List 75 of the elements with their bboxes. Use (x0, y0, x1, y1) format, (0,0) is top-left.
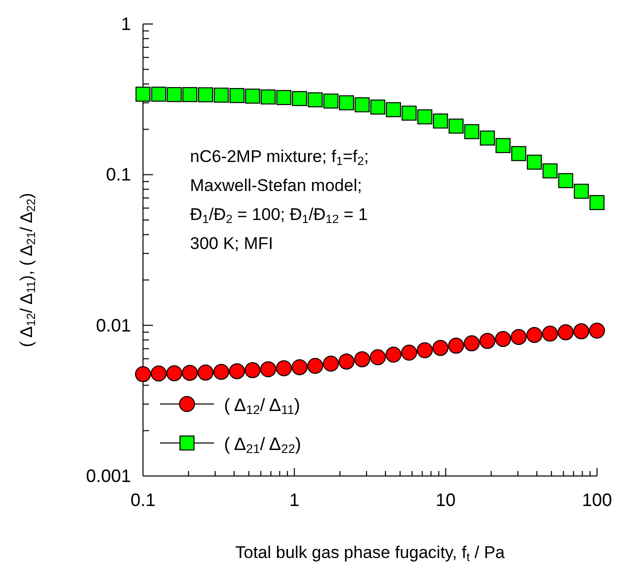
point (166, 87, 182, 102)
point (526, 154, 542, 170)
point (276, 90, 292, 106)
text: Đ$_{1}$/Đ$_{2}$ = 100; Đ$_{1}$/Đ$_{12}$ = 1 (190, 205, 368, 226)
point (432, 114, 448, 129)
point (574, 184, 589, 199)
point (308, 92, 323, 108)
point (417, 109, 432, 124)
point (151, 86, 166, 102)
point (323, 94, 338, 109)
point (244, 362, 261, 378)
point (496, 138, 511, 154)
point (511, 146, 526, 162)
point (150, 365, 167, 382)
point (260, 89, 276, 104)
point (354, 97, 370, 112)
point (510, 328, 527, 345)
point (589, 322, 605, 339)
point (479, 332, 496, 349)
annotation: 300 K; MFI (190, 234, 274, 253)
point (558, 173, 574, 188)
point (198, 364, 214, 381)
legend-label: ( Δ$_{21}$/ Δ$_{22}$) (224, 434, 302, 456)
point (402, 106, 417, 121)
y-tick-label: 0.01 (96, 315, 131, 336)
y-tick-label: 1 (120, 14, 131, 34)
point (526, 326, 542, 343)
point (386, 102, 401, 118)
point (260, 361, 276, 378)
annotation: nC6-2MP mixture; f$_{1}$=f$_{2}$; (190, 147, 369, 168)
x-tick-label: 0.1 (130, 490, 156, 510)
point (590, 195, 604, 210)
annotation: Maxwell-Stefan model; (190, 176, 362, 195)
point (558, 324, 574, 340)
point (354, 351, 370, 368)
point (432, 340, 448, 356)
point (166, 365, 182, 382)
point (198, 87, 214, 102)
point (416, 342, 433, 358)
point (480, 130, 495, 146)
point (542, 163, 558, 178)
point (135, 366, 151, 382)
point (464, 335, 480, 352)
point (230, 88, 245, 104)
point (338, 354, 355, 370)
point (573, 323, 590, 340)
point (448, 338, 464, 354)
point (182, 87, 198, 102)
point (214, 88, 229, 103)
x-tick-label: 1 (289, 490, 300, 510)
point (401, 344, 418, 361)
point (370, 349, 386, 366)
point (322, 356, 339, 372)
legend-label: ( Δ$_{12}$/ Δ$_{11}$) (224, 395, 300, 418)
point (448, 118, 464, 134)
x-axis-title: Total bulk gas phase fugacity, f$_{t}$ / Pa (235, 543, 506, 564)
point (464, 124, 480, 140)
y-tick-label: 0.001 (86, 466, 131, 486)
point (339, 95, 354, 110)
point (182, 364, 198, 381)
x-tick-label: 10 (436, 490, 456, 510)
point (292, 359, 308, 376)
point (229, 363, 246, 380)
point (370, 100, 386, 115)
point (292, 91, 308, 106)
point (495, 330, 512, 347)
x-tick-label: 100 (582, 490, 612, 510)
point (276, 360, 292, 376)
point (542, 326, 558, 342)
point (385, 346, 402, 363)
point (213, 364, 230, 380)
y-tick-label: 0.1 (106, 164, 131, 185)
point (136, 86, 150, 102)
point (307, 358, 324, 374)
point (245, 88, 260, 104)
